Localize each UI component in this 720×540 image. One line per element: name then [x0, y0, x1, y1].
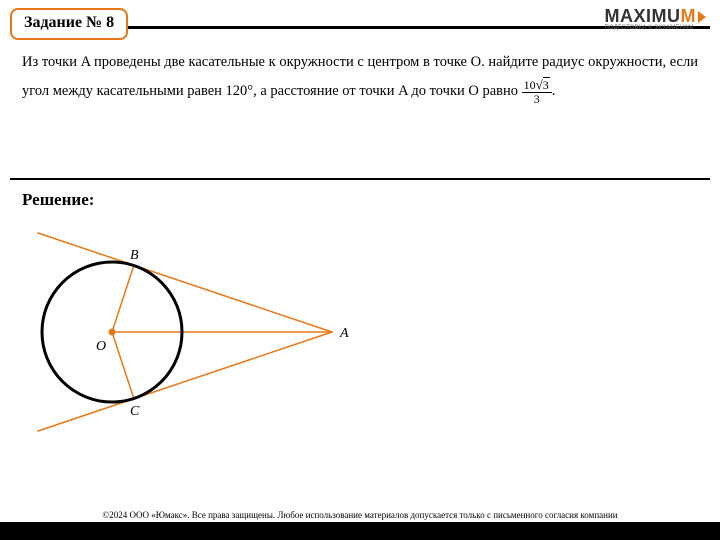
logo-arrow-icon	[698, 11, 706, 23]
footer-bar	[0, 522, 720, 540]
logo-text: MAXIMUM	[605, 6, 707, 27]
logo-text-accent: M	[681, 6, 697, 26]
svg-text:A: A	[339, 326, 349, 341]
svg-text:O: O	[96, 339, 106, 354]
problem-line1: Из точки A проведены две касательные к о…	[22, 54, 538, 70]
logo-text-main: MAXIMU	[605, 6, 681, 26]
copyright-text: ©2024 ООО «Юмакс». Все права защищены. Л…	[0, 510, 720, 520]
logo-subtext: ПОДГОТОВКА К ЭКЗАМЕНАМ	[605, 25, 707, 31]
problem-line3-pre: до точки O равно	[411, 83, 521, 99]
frac-num-right: 3	[543, 77, 550, 92]
problem-line3-post: .	[552, 83, 556, 99]
solution-heading: Решение:	[22, 190, 94, 210]
frac-num-left: 10	[524, 78, 536, 92]
svg-text:B: B	[130, 248, 139, 263]
problem-fraction: 10√33	[522, 78, 552, 105]
frac-den: 3	[522, 93, 552, 106]
logo: MAXIMUM ПОДГОТОВКА К ЭКЗАМЕНАМ	[605, 6, 707, 31]
task-number-tab: Задание № 8	[10, 8, 128, 40]
sqrt: √3	[536, 78, 550, 92]
mid-rule	[10, 178, 710, 180]
problem-text: Из точки A проведены две касательные к о…	[22, 48, 698, 106]
geometry-diagram: O A B C	[22, 222, 382, 452]
svg-text:C: C	[130, 404, 140, 419]
